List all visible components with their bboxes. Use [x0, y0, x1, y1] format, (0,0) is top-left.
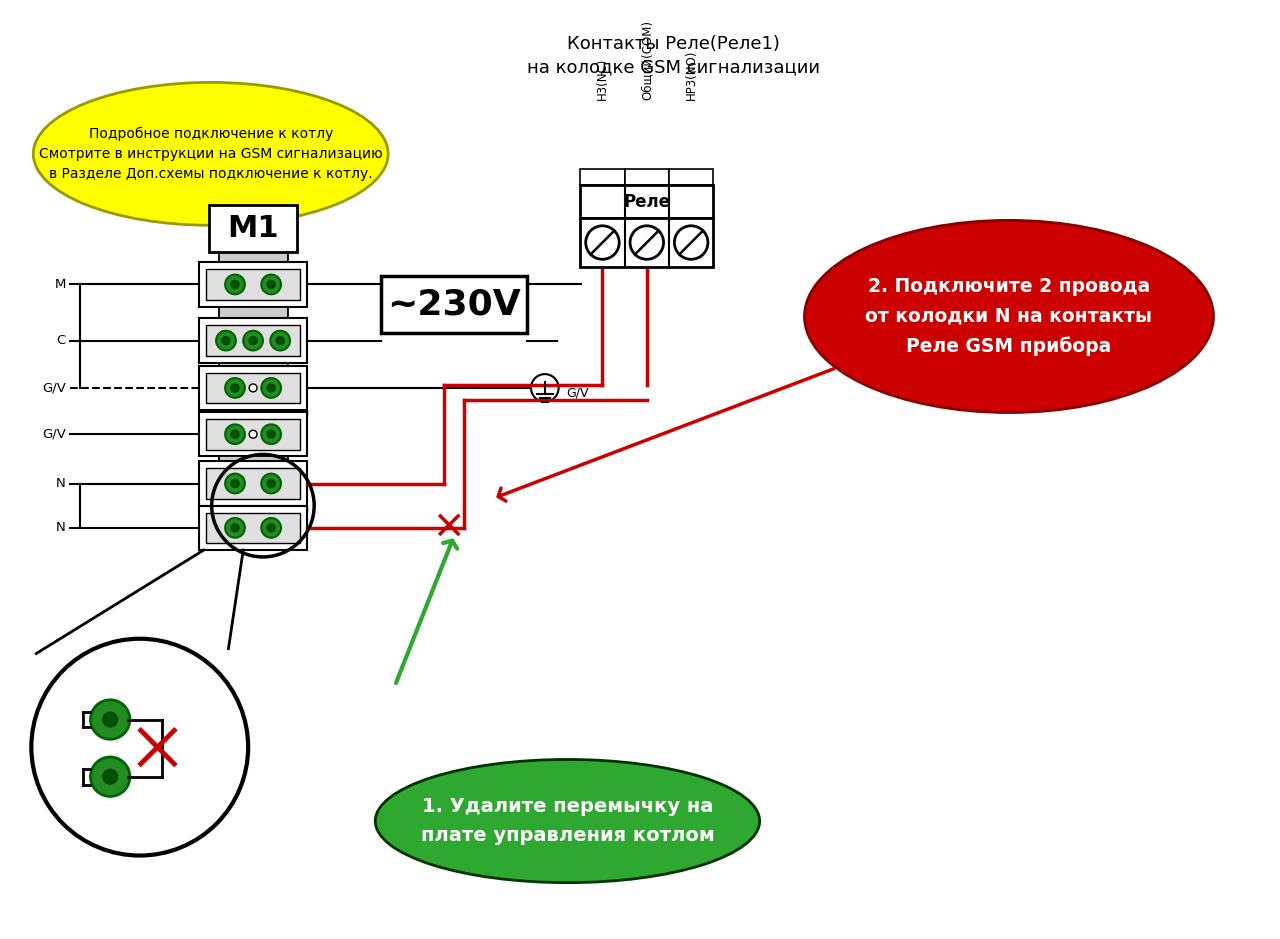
- Bar: [206, 513, 301, 543]
- Circle shape: [586, 225, 620, 259]
- Bar: [198, 461, 307, 506]
- Bar: [198, 506, 307, 550]
- Text: M: M: [55, 278, 65, 291]
- Bar: [206, 373, 301, 403]
- Circle shape: [276, 337, 284, 345]
- Circle shape: [91, 700, 129, 739]
- Bar: [625, 169, 669, 185]
- Circle shape: [225, 518, 244, 538]
- Circle shape: [261, 378, 282, 398]
- Bar: [580, 169, 625, 185]
- Text: ~230V: ~230V: [388, 287, 521, 322]
- Circle shape: [225, 424, 244, 444]
- Circle shape: [268, 480, 275, 487]
- Circle shape: [630, 225, 663, 259]
- Circle shape: [232, 384, 239, 392]
- Circle shape: [268, 430, 275, 439]
- Circle shape: [268, 384, 275, 392]
- Circle shape: [232, 430, 239, 439]
- Bar: [198, 410, 307, 415]
- Circle shape: [250, 337, 257, 345]
- Circle shape: [225, 473, 244, 493]
- Circle shape: [261, 473, 282, 493]
- Bar: [219, 362, 288, 373]
- Ellipse shape: [375, 760, 759, 883]
- Circle shape: [232, 524, 239, 531]
- Text: Контакты Реле(Реле1): Контакты Реле(Реле1): [567, 36, 781, 54]
- Bar: [206, 419, 301, 450]
- Text: N: N: [56, 521, 65, 534]
- Circle shape: [216, 331, 236, 350]
- Circle shape: [250, 384, 257, 392]
- Text: C: C: [56, 334, 65, 347]
- Circle shape: [225, 274, 244, 294]
- Text: НР3(NO): НР3(NO): [685, 49, 698, 100]
- Bar: [381, 276, 527, 333]
- Bar: [198, 412, 307, 456]
- Text: Общий(COM): Общий(COM): [640, 20, 653, 100]
- Ellipse shape: [805, 221, 1213, 412]
- Text: 2. Подключите 2 провода
от колодки N на контакты
Реле GSM прибора: 2. Подключите 2 провода от колодки N на …: [865, 277, 1152, 356]
- Bar: [209, 205, 297, 253]
- Bar: [198, 318, 307, 362]
- Bar: [198, 506, 307, 511]
- Text: G/V: G/V: [42, 428, 65, 440]
- Bar: [206, 269, 301, 300]
- Bar: [198, 262, 307, 307]
- Circle shape: [243, 331, 262, 350]
- Circle shape: [268, 281, 275, 288]
- Circle shape: [261, 424, 282, 444]
- Circle shape: [31, 639, 248, 855]
- Circle shape: [232, 480, 239, 487]
- Bar: [580, 218, 713, 268]
- Circle shape: [531, 374, 558, 402]
- Text: Подробное подключение к котлу
Смотрите в инструкции на GSM сигнализацию
в Раздел: Подробное подключение к котлу Смотрите в…: [38, 127, 383, 181]
- Circle shape: [250, 430, 257, 439]
- Circle shape: [221, 337, 230, 345]
- Circle shape: [104, 770, 116, 784]
- Circle shape: [675, 225, 708, 259]
- Bar: [206, 325, 301, 356]
- Text: M1: M1: [228, 214, 279, 243]
- Bar: [206, 469, 301, 499]
- Circle shape: [104, 713, 116, 727]
- Circle shape: [268, 524, 275, 531]
- Bar: [219, 307, 288, 318]
- Bar: [219, 253, 288, 264]
- Text: Реле: Реле: [623, 192, 671, 210]
- Circle shape: [225, 378, 244, 398]
- Circle shape: [91, 757, 129, 796]
- Circle shape: [261, 518, 282, 538]
- Text: N: N: [56, 477, 65, 490]
- Bar: [219, 456, 288, 469]
- Circle shape: [270, 331, 291, 350]
- Circle shape: [261, 274, 282, 294]
- Bar: [198, 365, 307, 410]
- Text: Н3(NC): Н3(NC): [596, 57, 609, 100]
- Text: G/V: G/V: [42, 381, 65, 394]
- Text: G/V: G/V: [567, 386, 589, 399]
- Text: на колодке GSM сигнализации: на колодке GSM сигнализации: [527, 58, 820, 76]
- Circle shape: [232, 281, 239, 288]
- Bar: [580, 185, 713, 218]
- Text: 1. Удалите перемычку на
плате управления котлом: 1. Удалите перемычку на плате управления…: [421, 797, 714, 845]
- Ellipse shape: [33, 83, 388, 225]
- Bar: [669, 169, 713, 185]
